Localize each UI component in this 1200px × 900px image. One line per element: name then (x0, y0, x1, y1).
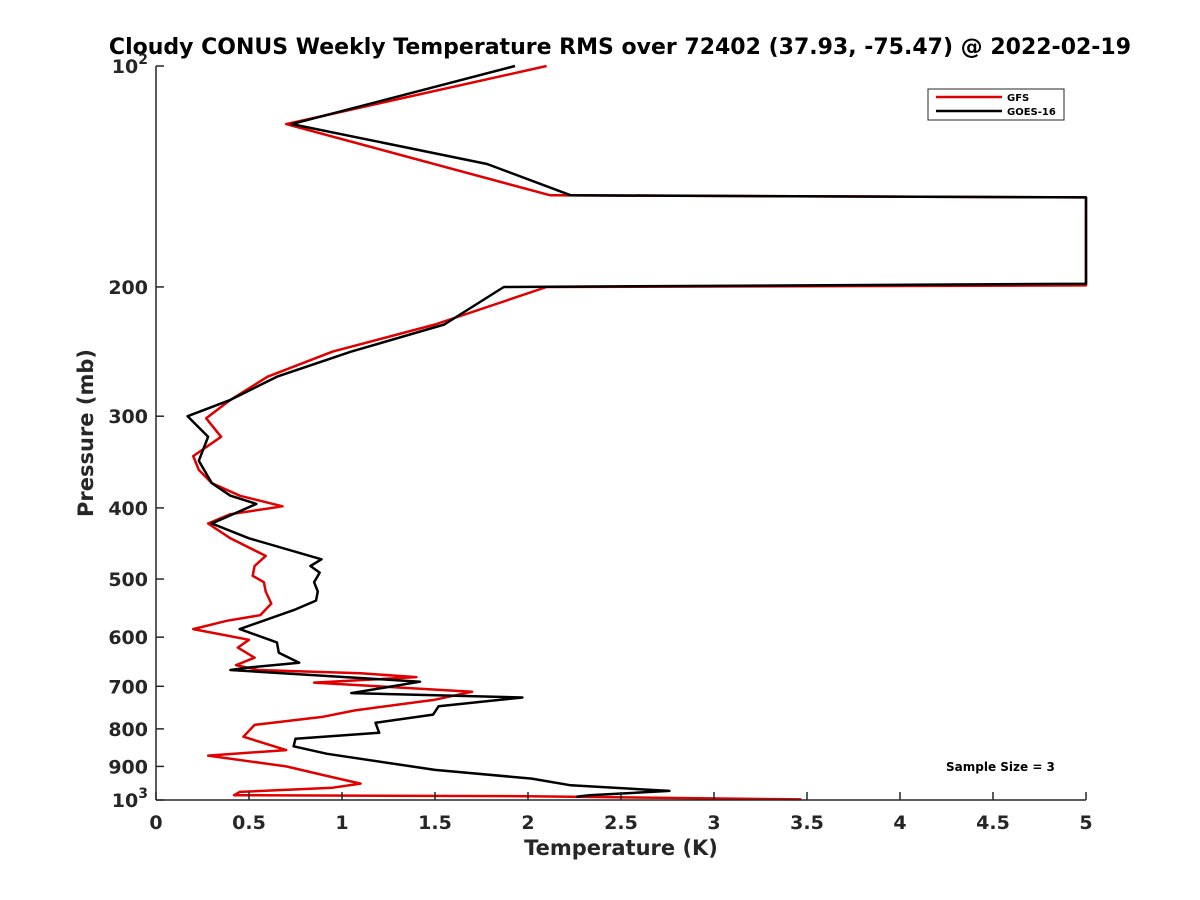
y-axis-ticks: 102 200 300 400 500 600 700 800 900 103 (108, 52, 164, 812)
series-layer (186, 64, 1088, 801)
legend-box (927, 88, 1065, 121)
y-tick-label: 103 (112, 786, 148, 812)
x-tick-label: 2.5 (604, 812, 638, 834)
x-axis-label: Temperature (K) (524, 836, 718, 860)
plot-area (155, 64, 1088, 801)
y-tick-label: 900 (108, 756, 148, 778)
y-tick-label: 700 (108, 676, 148, 698)
legend-label-goes16: GOES-16 (1007, 107, 1056, 118)
legend-label-gfs: GFS (1007, 93, 1029, 104)
x-tick-label: 1.5 (418, 812, 452, 834)
y-tick-label: 300 (108, 406, 148, 428)
x-tick-label: 0.5 (232, 812, 266, 834)
y-tick-label: 400 (108, 498, 148, 520)
x-tick-label: 3 (707, 812, 720, 834)
y-tick-label: 800 (108, 719, 148, 741)
series-line-gfs (191, 64, 1088, 801)
x-tick-label: 4 (893, 812, 906, 834)
legend: GFS GOES-16 (927, 88, 1065, 121)
y-tick-label: 500 (108, 569, 148, 591)
y-tick-label: 200 (108, 277, 148, 299)
y-tick-label: 102 (112, 52, 148, 78)
x-tick-label: 0 (149, 812, 162, 834)
sample-size-annotation: Sample Size = 3 (946, 760, 1055, 774)
y-axis-label: Pressure (mb) (74, 349, 98, 517)
x-tick-label: 3.5 (790, 812, 824, 834)
x-tick-label: 5 (1079, 812, 1092, 834)
chart-title: Cloudy CONUS Weekly Temperature RMS over… (109, 35, 1131, 60)
x-tick-label: 2 (521, 812, 534, 834)
x-tick-label: 4.5 (976, 812, 1010, 834)
y-tick-label: 600 (108, 627, 148, 649)
x-tick-label: 1 (335, 812, 348, 834)
x-axis-ticks: 0 0.5 1 1.5 2 2.5 3 3.5 4 4.5 5 (149, 792, 1093, 834)
series-line-goes16 (186, 64, 1088, 799)
